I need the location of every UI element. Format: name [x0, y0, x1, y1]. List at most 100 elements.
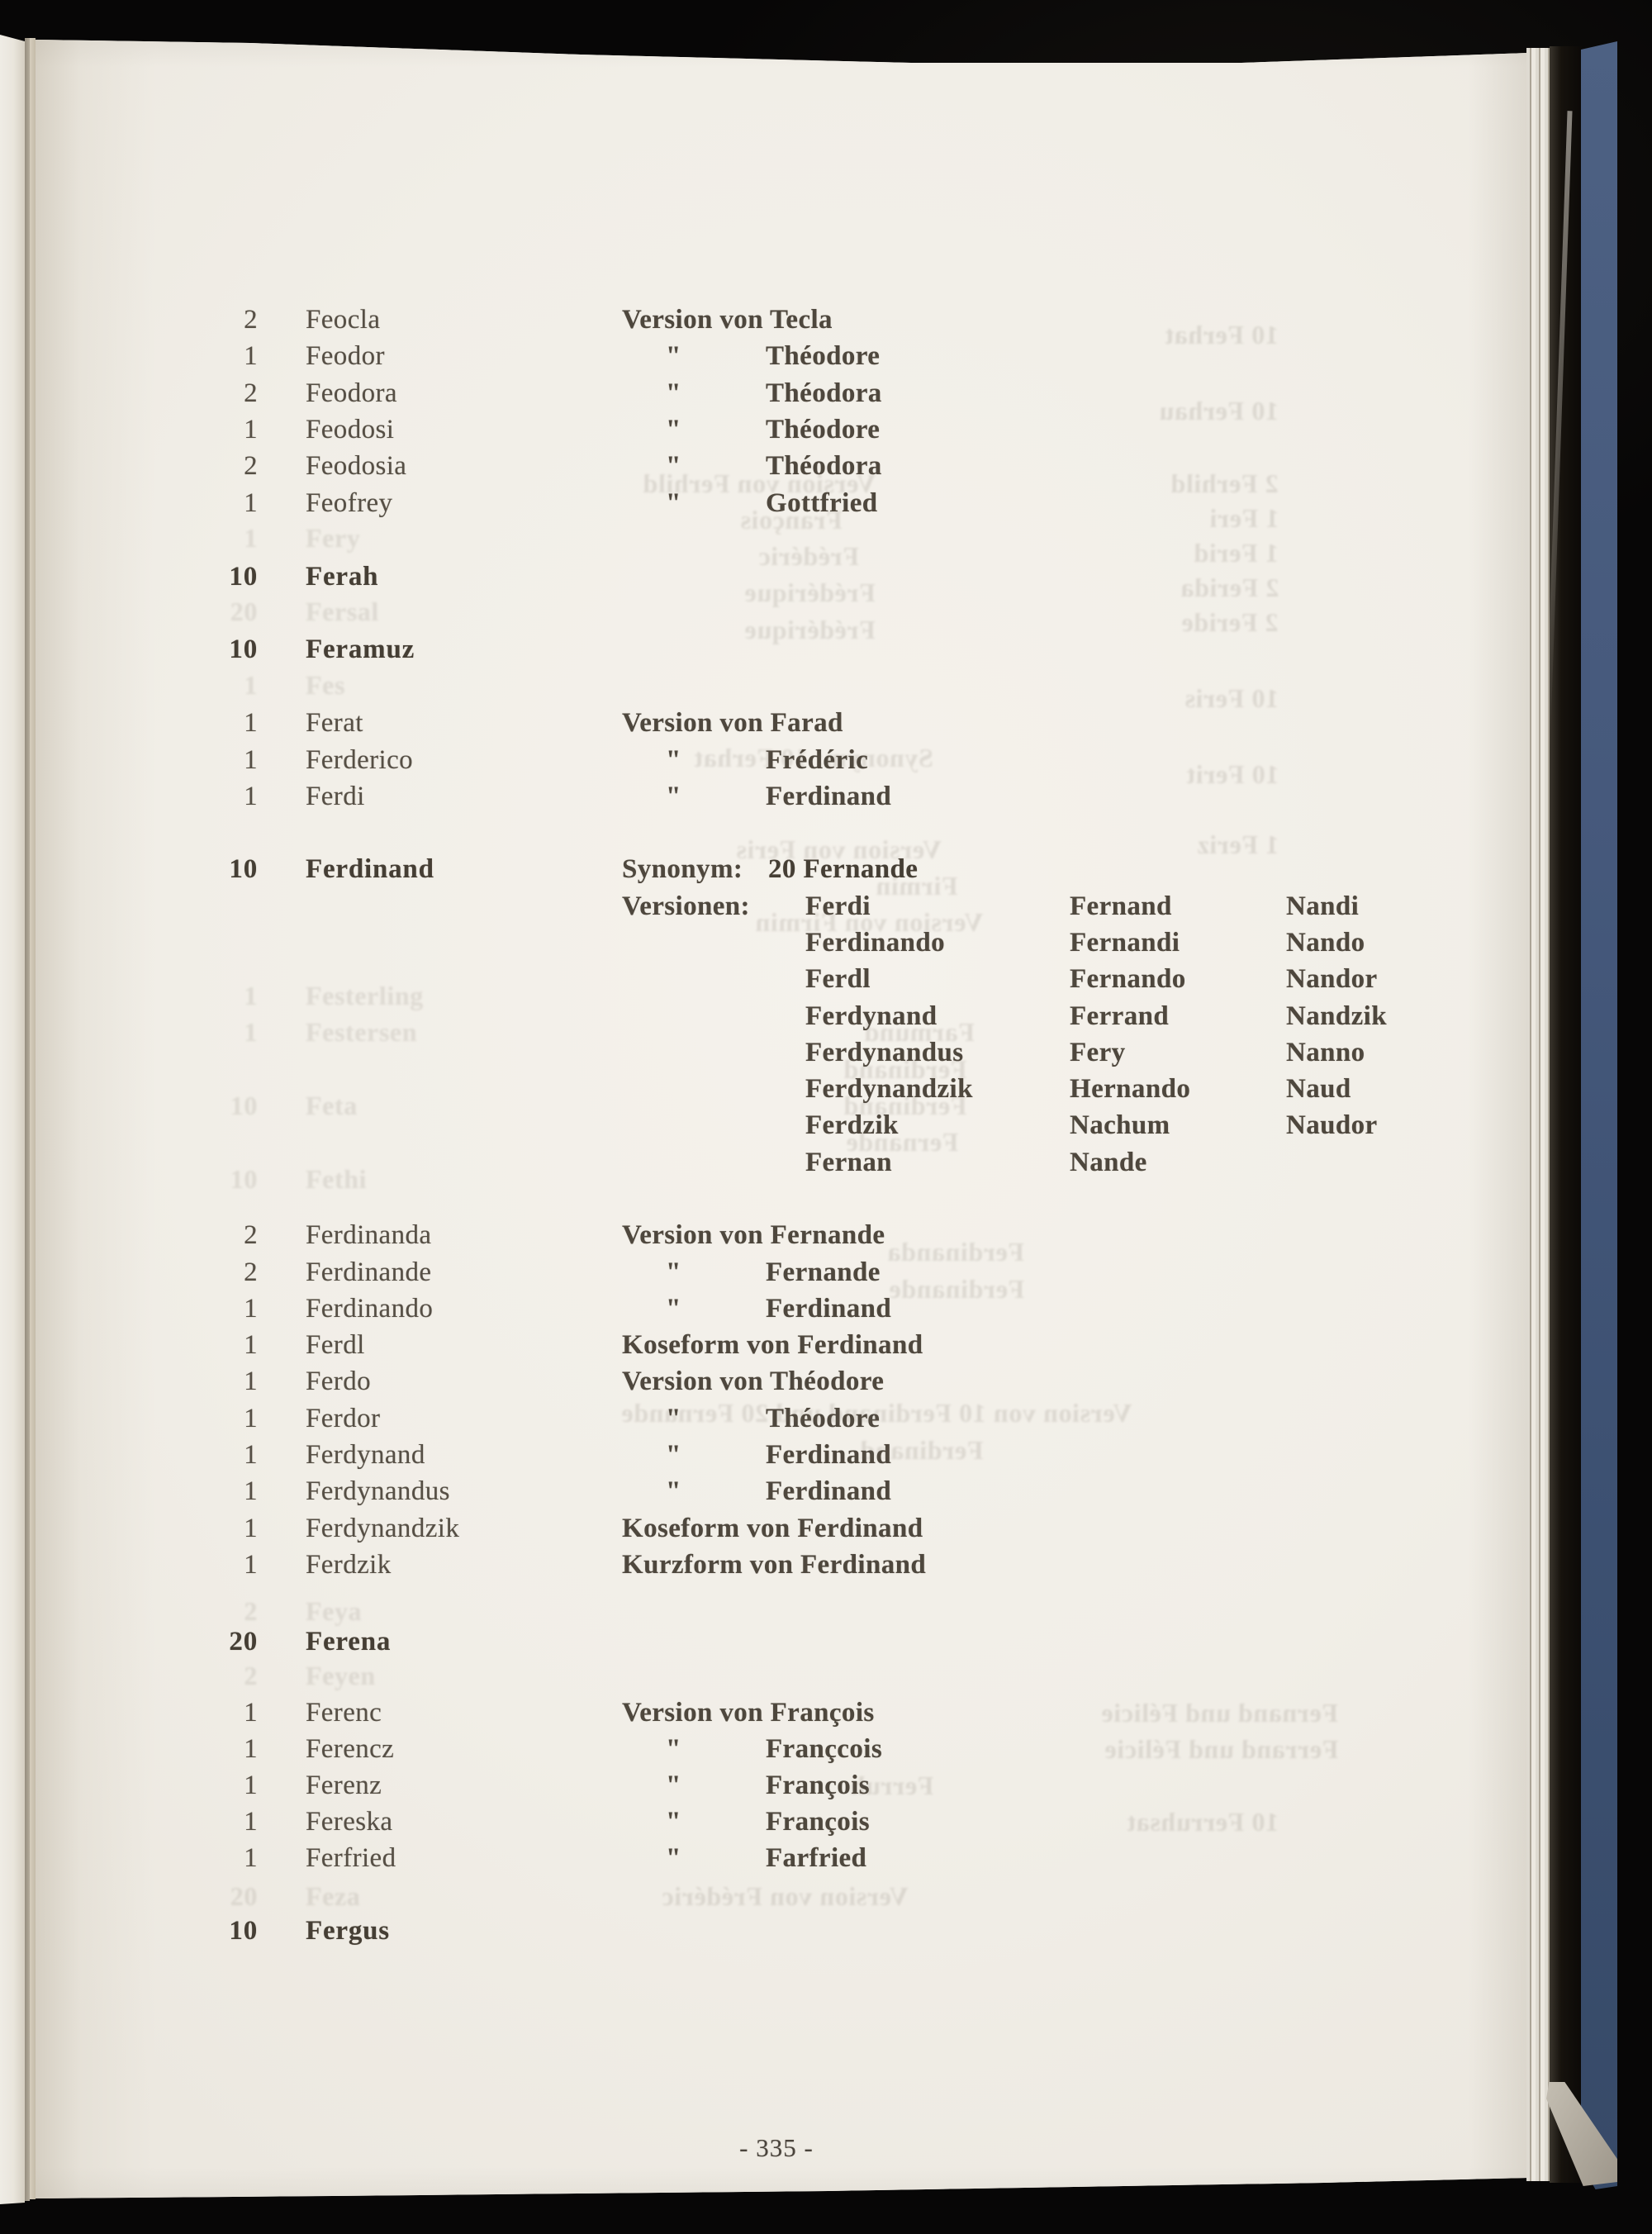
- ghost-count: 1: [244, 523, 258, 553]
- entry-name: Ferdynand: [306, 1440, 425, 1470]
- entry-row: 2 Feodosia " Théodora: [0, 448, 1652, 484]
- ghost-count: 20: [230, 1881, 258, 1911]
- entry-count: 1: [244, 1734, 258, 1764]
- relation-value: Théodore: [766, 1404, 881, 1433]
- bleedthrough-entry: 10 Fethi: [0, 1161, 1652, 1197]
- relation-value: Frédéric: [766, 745, 869, 775]
- entry-count: 1: [244, 1440, 258, 1470]
- ditto-mark: ": [666, 1404, 681, 1433]
- entry-name: Ferenz: [306, 1771, 382, 1800]
- relation-value: Ferdinand: [766, 1440, 892, 1470]
- bleedthrough-mirrored-text: Frédérique: [744, 615, 876, 644]
- entry-row: Ferdinando Fernandi Nando: [0, 924, 1652, 961]
- entry-count: 10: [229, 635, 258, 664]
- ghost-count: 10: [230, 1164, 258, 1194]
- relation-value: François: [766, 1807, 871, 1837]
- entry-count: 1: [244, 782, 258, 811]
- relation-value: Ferdinand: [766, 1476, 892, 1506]
- version-name: Fernandi: [1070, 928, 1180, 958]
- relation-label: Kurzform von Ferdinand: [622, 1550, 927, 1580]
- bleedthrough-mirrored-text: Version von Ferhild: [642, 468, 876, 498]
- bleedthrough-mirrored-entry: 1 Ferid: [1194, 538, 1279, 568]
- relation-value: Gottfried: [766, 488, 878, 518]
- versionen-label: Versionen:: [622, 891, 750, 921]
- entry-row: 1 Ferdi " Ferdinand: [0, 778, 1652, 815]
- ditto-mark: ": [666, 1734, 681, 1764]
- bleedthrough-entry: 10 Feta: [0, 1087, 1652, 1124]
- ghost-name: Fes: [306, 670, 346, 700]
- entry-count: 1: [244, 1404, 258, 1433]
- relation-value: Ferdinand: [766, 1294, 892, 1324]
- bleedthrough-mirrored-text: Version von Feris: [735, 834, 942, 864]
- ghost-name: Fethi: [306, 1164, 368, 1194]
- entry-count: 10: [229, 1916, 258, 1946]
- version-name: Hernando: [1070, 1074, 1191, 1104]
- ghost-name: Festersen: [306, 1017, 418, 1047]
- version-name: Nando: [1286, 928, 1365, 958]
- entry-count: 2: [244, 378, 258, 408]
- bleedthrough-mirrored-text: Ferdinand: [843, 1054, 966, 1084]
- headword-row: 10 Feramuz: [0, 631, 1652, 668]
- synonym-value: 20 Fernande: [768, 854, 919, 884]
- ditto-mark: ": [666, 451, 681, 481]
- version-name: Nandor: [1286, 964, 1378, 994]
- gutter-highlight-line: [30, 38, 36, 2199]
- entry-name: Ferdinand: [306, 854, 434, 884]
- entry-row: Ferdzik Nachum Naudor: [0, 1107, 1652, 1143]
- bleedthrough-mirrored-text: Ferdinand: [859, 1435, 983, 1465]
- entry-count: 2: [244, 305, 258, 335]
- book-cover-edge: [1581, 41, 1617, 2189]
- version-name: Ferdinando: [805, 928, 946, 958]
- entry-count: 2: [244, 1257, 258, 1287]
- entry-row: 1 Ferenc Version von François: [0, 1695, 1652, 1731]
- ghost-name: Fery: [306, 523, 361, 553]
- ditto-mark: ": [666, 1294, 681, 1324]
- bleedthrough-mirrored-entry: 10 Ferruhsat: [1126, 1807, 1279, 1837]
- bleedthrough-mirrored-text: Frédérique: [744, 578, 876, 607]
- bleedthrough-entry: 20 Feza: [0, 1878, 1652, 1914]
- entry-row: Ferdynandzik Hernando Naud: [0, 1071, 1652, 1107]
- entry-row: 1 Ferencz " Françcois: [0, 1731, 1652, 1767]
- entry-count: 1: [244, 341, 258, 371]
- ghost-count: 2: [244, 1596, 258, 1626]
- entry-name: Ferat: [306, 708, 363, 738]
- bleedthrough-entry: 1 Festerling: [0, 977, 1652, 1014]
- relation-value: François: [766, 1771, 871, 1800]
- ditto-mark: ": [666, 415, 681, 444]
- ghost-name: Feta: [306, 1091, 358, 1120]
- entry-name: Ferenc: [306, 1698, 382, 1728]
- entry-name: Feofrey: [306, 488, 393, 518]
- entry-name: Ferdl: [306, 1330, 365, 1360]
- entry-count: 2: [244, 451, 258, 481]
- entry-name: Feramuz: [306, 635, 415, 664]
- entry-name: Ferfried: [306, 1843, 396, 1873]
- entry-count: 2: [244, 1220, 258, 1250]
- headword-row: 10 Ferah: [0, 558, 1652, 595]
- entry-count: 1: [244, 1843, 258, 1873]
- bleedthrough-mirrored-text: Fernande: [845, 1127, 958, 1157]
- ghost-name: Fersal: [306, 597, 379, 626]
- ghost-count: 1: [244, 670, 258, 700]
- bleedthrough-mirrored-entry: 2 Ferhild: [1170, 468, 1279, 498]
- bleedthrough-entry: 2 Feya: [0, 1593, 1652, 1629]
- gutter-shadow-line: [25, 38, 30, 2201]
- entry-count: 20: [229, 1627, 258, 1656]
- bleedthrough-mirrored-entry: 10 Ferhat: [1165, 320, 1279, 349]
- relation-label: Koseform von Ferdinand: [622, 1330, 923, 1360]
- entry-count: 1: [244, 415, 258, 444]
- entry-row: 2 Ferdinanda Version von Fernande: [0, 1217, 1652, 1253]
- entry-row: 1 Feodor " Théodore: [0, 338, 1652, 374]
- entry-row: 1 Fereska " François: [0, 1804, 1652, 1840]
- entry-name: Ferdynandus: [306, 1476, 450, 1506]
- entry-name: Feodosia: [306, 451, 407, 481]
- entry-name: Ferderico: [306, 745, 414, 775]
- bleedthrough-mirrored-text: François: [740, 505, 843, 535]
- entry-row: 1 Feofrey " Gottfried: [0, 485, 1652, 521]
- version-name: Fery: [1070, 1038, 1126, 1067]
- bleedthrough-entry: 2 Feyen: [0, 1657, 1652, 1694]
- entry-count: 1: [244, 1771, 258, 1800]
- ditto-mark: ": [666, 1440, 681, 1470]
- relation-label: Version von Théodore: [622, 1367, 885, 1396]
- entry-name: Ferdynandzik: [306, 1514, 460, 1543]
